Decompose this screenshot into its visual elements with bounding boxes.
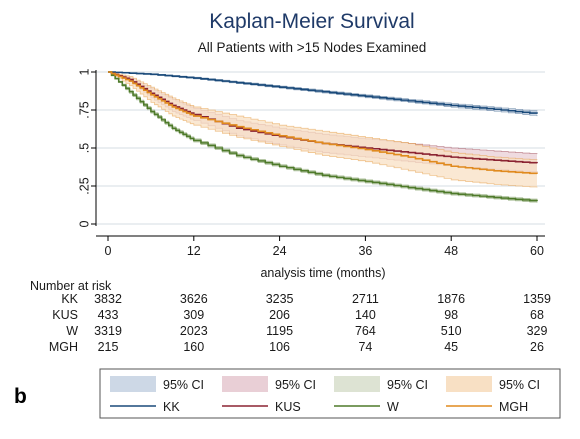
risk-count: 160 <box>183 340 204 354</box>
ci-edge-mgh <box>108 71 538 188</box>
series-line-w <box>108 71 538 202</box>
x-tick-label: 0 <box>105 244 112 258</box>
legend-series-label: KUS <box>275 400 301 414</box>
y-tick-label: 0 <box>77 220 91 227</box>
x-tick-label: 48 <box>444 244 458 258</box>
chart-subtitle: All Patients with >15 Nodes Examined <box>198 40 427 55</box>
risk-count: 2023 <box>180 324 208 338</box>
risk-count: 3626 <box>180 292 208 306</box>
risk-table-title: Number at risk <box>30 279 112 293</box>
risk-count: 215 <box>98 340 119 354</box>
legend: 95% CI KK 95% CI KUS 95% CI W 95% CI MGH <box>110 376 540 414</box>
legend-ci-swatch-kus <box>222 376 268 392</box>
ci-band-mgh <box>108 72 537 188</box>
risk-count: 433 <box>98 308 119 322</box>
legend-ci-swatch-w <box>334 376 380 392</box>
risk-count: 329 <box>527 324 548 338</box>
y-tick-label: 1 <box>77 68 91 75</box>
risk-count: 1876 <box>437 292 465 306</box>
risk-count: 140 <box>355 308 376 322</box>
risk-table: KK 3832 3626 3235 2711 1876 1359 KUS 433 309 206 14… <box>49 292 551 354</box>
x-tick-label: 60 <box>530 244 544 258</box>
risk-row-label: KUS <box>52 308 78 322</box>
risk-count: 68 <box>530 308 544 322</box>
ci-edge-mgh <box>108 71 538 161</box>
risk-count: 3235 <box>266 292 294 306</box>
risk-count: 3319 <box>94 324 122 338</box>
risk-count: 1195 <box>266 324 293 338</box>
legend-ci-label: 95% CI <box>499 378 540 392</box>
legend-series-label: MGH <box>499 400 528 414</box>
x-tick-label: 12 <box>187 244 201 258</box>
risk-count: 309 <box>183 308 204 322</box>
ci-band-w <box>108 72 537 203</box>
risk-count: 3832 <box>94 292 122 306</box>
risk-count: 2711 <box>352 292 379 306</box>
x-tick-label: 24 <box>273 244 287 258</box>
survival-lines <box>108 71 538 202</box>
risk-count: 45 <box>444 340 458 354</box>
risk-count: 510 <box>441 324 462 338</box>
series-line-mgh <box>108 71 538 175</box>
risk-row-label: MGH <box>49 340 78 354</box>
legend-ci-label: 95% CI <box>163 378 204 392</box>
legend-ci-label: 95% CI <box>387 378 428 392</box>
legend-ci-swatch-kk <box>110 376 156 392</box>
y-tick-label: .5 <box>77 143 91 153</box>
legend-series-label: KK <box>163 400 180 414</box>
x-axis-label: analysis time (months) <box>260 266 385 280</box>
legend-ci-label: 95% CI <box>275 378 316 392</box>
y-tick-label: .75 <box>77 101 91 118</box>
risk-row-label: W <box>66 324 78 338</box>
risk-count: 206 <box>269 308 290 322</box>
risk-count: 764 <box>355 324 376 338</box>
risk-count: 98 <box>444 308 458 322</box>
legend-ci-swatch-mgh <box>446 376 492 392</box>
series-line-kk <box>108 71 538 114</box>
risk-count: 106 <box>269 340 290 354</box>
risk-count: 74 <box>358 340 372 354</box>
risk-row-label: KK <box>61 292 78 306</box>
panel-label: b <box>14 385 27 408</box>
chart-title: Kaplan-Meier Survival <box>209 10 414 33</box>
risk-count: 1359 <box>523 292 551 306</box>
risk-count: 26 <box>530 340 544 354</box>
legend-series-label: W <box>387 400 399 414</box>
x-tick-label: 36 <box>358 244 372 258</box>
ci-edge-w <box>108 71 538 203</box>
axes: 0 .25 .5 .75 1 0 12 24 36 48 60 <box>77 68 545 258</box>
y-tick-label: .25 <box>77 177 91 194</box>
